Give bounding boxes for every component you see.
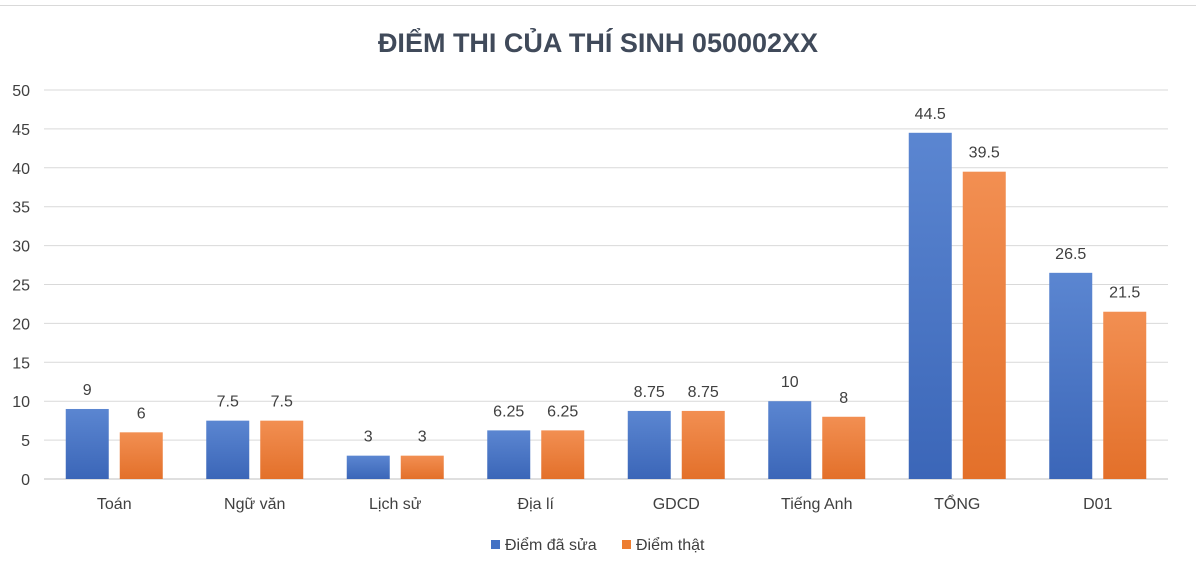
data-label: 9 [83,382,92,399]
x-tick-label: Ngữ văn [224,496,285,513]
y-tick-label: 50 [12,83,30,100]
data-label: 8.75 [688,384,719,401]
bar-edited-2 [346,455,390,479]
bar-edited-3 [487,430,531,479]
y-tick-label: 0 [21,472,30,489]
bar-real-6 [962,171,1006,479]
bar-edited-0 [65,408,109,479]
bar-real-3 [541,430,585,479]
bar-edited-5 [768,401,812,479]
data-label: 3 [364,429,373,446]
data-label: 7.5 [271,394,293,411]
x-tick-label: Toán [97,496,132,513]
bar-real-5 [822,416,866,479]
x-tick-label: Địa lí [518,496,555,513]
x-tick-label: D01 [1083,496,1112,513]
data-label: 10 [781,374,799,391]
x-tick-label: Lịch sử [369,496,422,513]
y-tick-label: 30 [12,239,30,256]
y-tick-label: 5 [21,433,30,450]
y-tick-label: 25 [12,278,30,295]
bar-real-4 [681,410,725,479]
grid-lines: 0 5 10 15 20 25 30 35 40 45 50 [12,83,1168,489]
bar-edited-4 [627,410,671,479]
top-border [0,0,1196,6]
data-label: 6.25 [493,403,524,420]
data-label: 21.5 [1109,285,1140,302]
data-labels: 9 6 Toán 7.5 7.5 Ngữ văn 3 3 Lịch sử 6.25 6.25 Địa … [83,106,1141,513]
bar-real-7 [1103,311,1147,479]
bar-real-2 [400,455,444,479]
y-tick-label: 10 [12,394,30,411]
data-label: 8.75 [634,384,665,401]
x-tick-label: TỔNG [934,494,980,513]
data-label: 26.5 [1055,246,1086,263]
legend-label: Điểm thật [636,536,705,554]
data-label: 3 [418,429,427,446]
legend: Điểm đã sửa Điểm thật [491,536,705,554]
legend-label: Điểm đã sửa [505,536,597,554]
y-tick-label: 15 [12,355,30,372]
data-label: 6.25 [547,403,578,420]
data-label: 8 [839,390,848,407]
x-tick-label: GDCD [653,496,700,513]
legend-swatch [491,540,500,549]
bar-real-1 [260,420,304,479]
data-label: 39.5 [969,145,1000,162]
legend-swatch [622,540,631,549]
data-label: 44.5 [915,106,946,123]
y-tick-label: 45 [12,122,30,139]
data-label: 6 [137,405,146,422]
bars [65,132,1147,480]
bar-edited-6 [908,132,952,480]
x-tick-label: Tiếng Anh [781,496,852,513]
data-label: 7.5 [217,394,239,411]
y-tick-label: 20 [12,316,30,333]
bar-edited-7 [1049,272,1093,479]
bar-edited-1 [206,420,250,479]
y-tick-label: 40 [12,161,30,178]
chart-title: ĐIỂM THI CỦA THÍ SINH 050002XX [378,26,818,58]
y-tick-label: 35 [12,200,30,217]
bar-real-0 [119,432,163,479]
